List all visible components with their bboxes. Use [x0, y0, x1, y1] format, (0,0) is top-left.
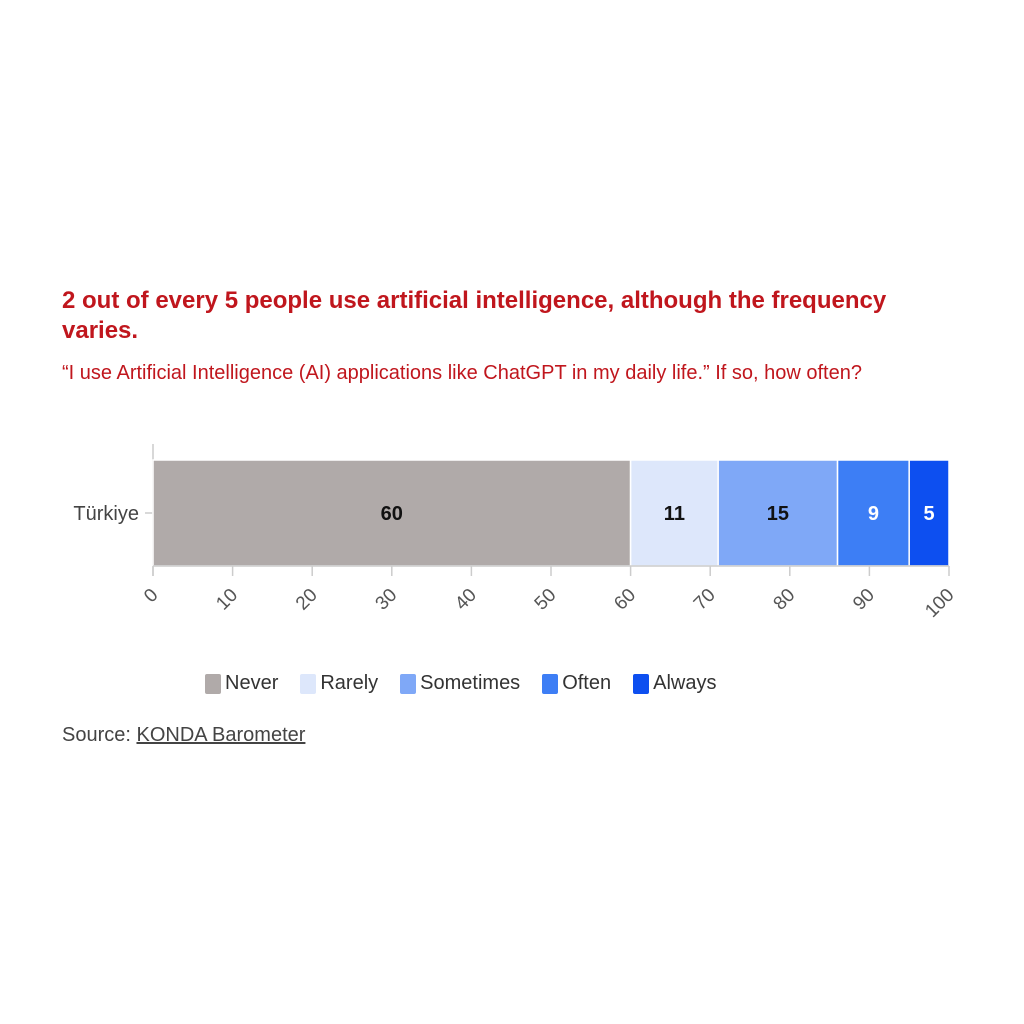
- x-tick-label: 30: [372, 585, 402, 615]
- x-tick-label: 90: [849, 585, 879, 615]
- legend-swatch: [300, 673, 317, 694]
- legend-item-always[interactable]: Always: [633, 672, 716, 695]
- x-tick-label: 70: [690, 585, 720, 615]
- legend-label: Never: [225, 672, 279, 694]
- source-link[interactable]: KONDA Barometer: [136, 724, 306, 746]
- legend-swatch: [633, 673, 650, 694]
- bar-segment-always: [908, 459, 950, 567]
- chart-title: 2 out of every 5 people use artificial i…: [62, 287, 887, 344]
- x-tick-label: 40: [451, 585, 481, 615]
- legend-swatch: [400, 673, 417, 694]
- data-label-rarely: 11: [664, 503, 685, 525]
- x-tick-label: 80: [770, 585, 800, 615]
- source-prefix: Source:: [62, 724, 137, 746]
- legend-item-sometimes[interactable]: Sometimes: [400, 672, 520, 695]
- x-tick-label: 100: [921, 585, 958, 622]
- data-label-sometimes: 15: [767, 503, 789, 525]
- legend-label: Rarely: [320, 672, 379, 694]
- data-label-often: 9: [868, 503, 879, 525]
- x-tick-label: 10: [212, 585, 242, 615]
- source-note: Source: KONDA Barometer: [62, 724, 305, 747]
- x-tick-label: 50: [531, 585, 561, 615]
- data-label-always: 5: [924, 503, 935, 525]
- legend-item-often[interactable]: Often: [542, 672, 611, 695]
- legend-item-never[interactable]: Never: [205, 672, 278, 695]
- data-label-never: 60: [381, 503, 403, 525]
- x-tick-label: 20: [292, 585, 322, 615]
- legend-swatch: [542, 673, 559, 694]
- x-tick-label: 0: [140, 585, 162, 607]
- legend-item-rarely[interactable]: Rarely: [300, 672, 378, 695]
- legend-label: Always: [653, 672, 717, 694]
- legend-label: Sometimes: [420, 672, 521, 694]
- chart-legend: Never Rarely Sometimes Often Always: [205, 672, 716, 695]
- legend-label: Often: [562, 672, 612, 694]
- bar-segment-often: [836, 459, 910, 567]
- category-label: Türkiye: [73, 503, 139, 525]
- chart-subtitle: “I use Artificial Intelligence (AI) appl…: [62, 362, 862, 384]
- x-tick-label: 60: [610, 585, 640, 615]
- legend-swatch: [205, 673, 221, 694]
